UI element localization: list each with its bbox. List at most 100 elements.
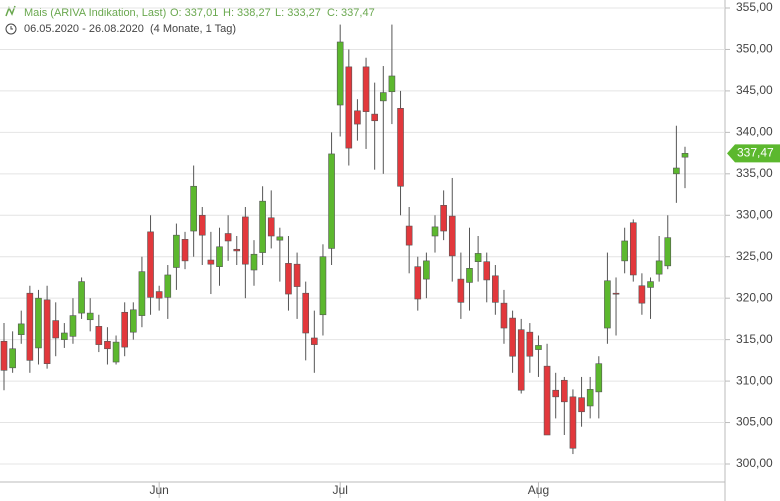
candle-body [466,268,473,283]
candle-body [612,292,620,295]
candle-body [319,256,327,316]
candle-body [155,291,163,299]
y-tick-label: 305,00 [736,415,773,429]
candle-body [664,237,672,267]
candle-body [293,263,301,287]
candle-body [483,261,491,281]
candle-body [242,216,249,265]
candle-body [405,225,413,246]
candle-body [267,217,275,237]
candle-body [0,340,8,371]
candle-body [61,332,68,340]
y-tick-label: 335,00 [736,166,773,180]
candle-body [95,326,103,345]
candle-body [535,345,542,350]
low: L: 333,27 [275,7,321,19]
last-price-label: 337,47 [737,146,774,160]
candle-body [285,263,292,295]
candle-body [526,331,534,357]
candle-body [328,153,335,249]
y-tick-label: 315,00 [736,332,773,346]
candle-body [207,259,215,265]
candle-body [198,214,206,236]
candle-body [43,299,51,364]
last-price-box [727,144,780,163]
candle-body [440,205,447,232]
candle-body [224,233,232,242]
candle-body [423,260,430,280]
clock-hands [10,26,13,30]
candle-body [181,239,189,262]
line-icon [5,5,16,17]
x-tick-label: Jul [333,483,348,497]
candle-body [345,66,353,149]
high: H: 338,27 [223,7,271,19]
candle-body [474,253,482,263]
candle-body [216,246,223,267]
candle-body [121,311,128,348]
y-tick-label: 355,00 [736,0,773,14]
instrument: Mais (ARIVA Indikation, Last) [24,7,166,19]
candle-body [414,266,422,300]
candle-body [311,337,318,345]
close: C: 337,47 [327,7,375,19]
candle-body [543,365,551,436]
candle-body [569,396,577,449]
candle-body [233,248,241,252]
y-tick-label: 330,00 [736,207,773,221]
candle-body [629,222,637,276]
candle-body [655,260,663,275]
period: (4 Monate, 1 Tag) [150,23,236,35]
x-tick-label: Aug [528,483,549,497]
candle-body [647,281,654,288]
candle-body [379,92,387,102]
candle-body [164,274,172,298]
candle-body [52,320,60,339]
candle-body [26,292,34,361]
date-range: 06.05.2020 - 26.08.2020 [24,23,144,35]
candle-body [9,348,16,369]
candle-body [673,167,680,175]
y-tick-label: 345,00 [736,83,773,97]
candle-body [492,275,499,303]
candle-body [638,285,646,304]
y-tick-label: 340,00 [736,125,773,139]
y-tick-label: 320,00 [736,290,773,304]
candle-body [448,215,456,257]
candle-body [259,200,266,253]
candle-body [517,329,525,391]
candle-body [336,41,344,106]
candle-body [595,363,603,393]
candle-body [69,315,77,337]
candle-body [371,113,378,122]
candle-body [190,185,197,232]
candle-body [35,297,42,349]
candle-body [621,240,628,262]
candle-body [112,341,120,363]
candle-body [302,292,310,334]
clock-icon [5,23,17,35]
candle-body [586,389,594,407]
candle-body [78,281,85,314]
candle-body [431,226,439,237]
candle-body [509,317,516,357]
candle-body [561,379,568,403]
candle-body [578,397,585,413]
candle-body [17,323,25,335]
candle-body [130,309,137,333]
candle-body [604,280,611,329]
candle-body [276,236,284,241]
candle-body [500,302,508,329]
x-tick-label: Jun [149,483,168,497]
y-tick-label: 350,00 [736,42,773,56]
y-tick-label: 325,00 [736,249,773,263]
candle-body [457,278,465,303]
candle-body [86,312,94,321]
candle-body [173,234,180,268]
open: O: 337,01 [170,7,218,19]
y-tick-label: 300,00 [736,456,773,470]
candle-body [147,231,154,298]
candle-body [681,153,689,158]
